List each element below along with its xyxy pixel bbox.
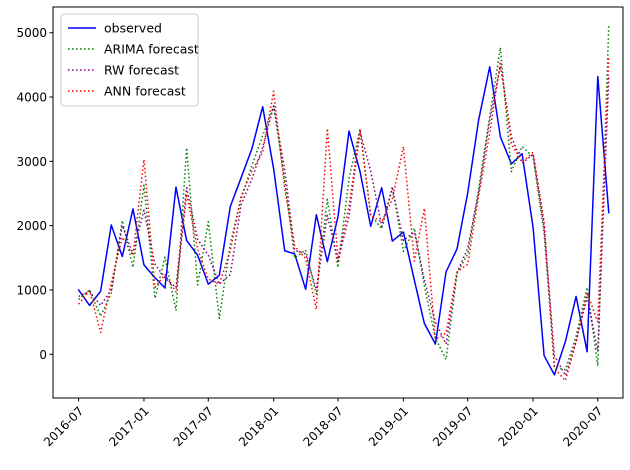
x-tick-label: 2017-07 xyxy=(171,404,216,449)
y-tick-label: 0 xyxy=(39,348,47,362)
legend-box xyxy=(60,13,199,107)
legend-label: observed xyxy=(104,21,162,36)
legend-label: RW forecast xyxy=(104,63,179,78)
legend-label: ANN forecast xyxy=(104,84,186,99)
x-tick-label: 2019-01 xyxy=(366,404,411,449)
y-tick-label: 2000 xyxy=(16,219,47,233)
y-tick-label: 3000 xyxy=(16,155,47,169)
x-tick-label: 2017-01 xyxy=(106,404,151,449)
x-tick-label: 2019-07 xyxy=(430,404,475,449)
x-tick-label: 2020-07 xyxy=(560,404,605,449)
series-line-observed xyxy=(77,66,610,376)
x-tick-label: 2020-01 xyxy=(496,404,541,449)
y-tick-label: 5000 xyxy=(16,26,47,40)
series-layer xyxy=(77,24,610,382)
x-tick-label: 2018-07 xyxy=(300,404,345,449)
legend-label: ARIMA forecast xyxy=(104,42,199,57)
x-tick-label: 2016-07 xyxy=(41,404,86,449)
series-line-ann-forecast xyxy=(78,57,610,382)
y-tick-label: 1000 xyxy=(16,283,47,297)
legend: observed ARIMA forecast RW forecast ANN for… xyxy=(60,13,199,107)
x-tick-label: 2018-01 xyxy=(236,404,281,449)
y-tick-label: 4000 xyxy=(16,91,47,105)
plot-frame xyxy=(52,6,624,399)
